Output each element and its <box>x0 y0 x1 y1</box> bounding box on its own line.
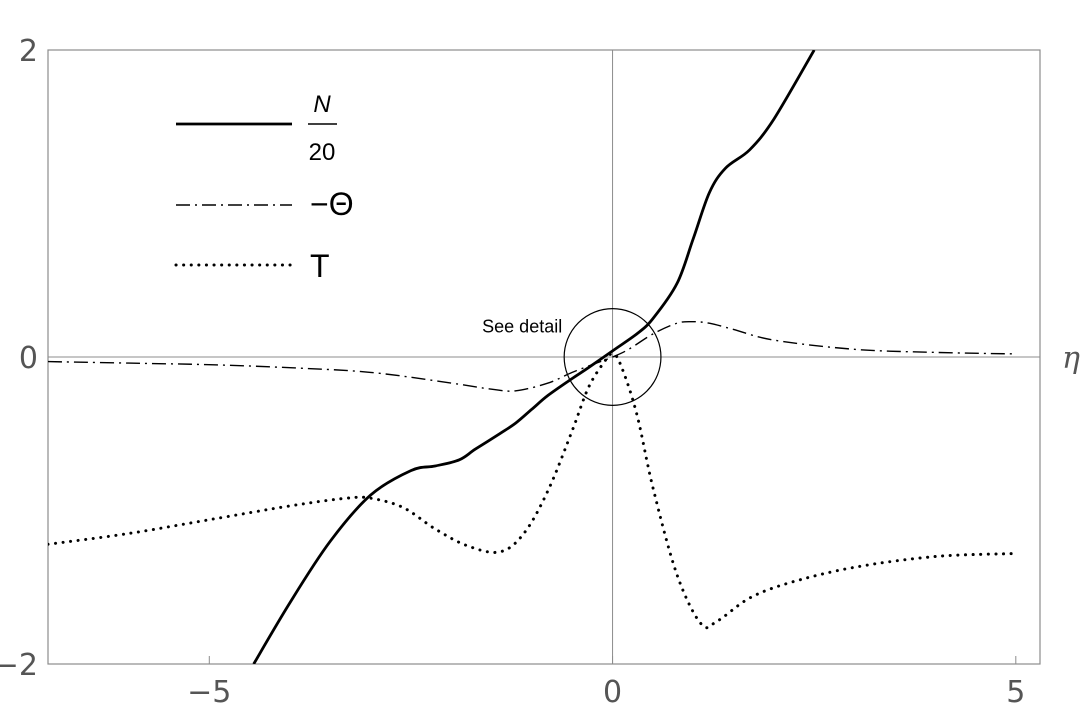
x-tick-label: 5 <box>1006 675 1025 710</box>
series-layer <box>48 50 1018 664</box>
series-t-line <box>48 352 1018 630</box>
detail-label: See detail <box>482 317 562 337</box>
x-tick-label: 0 <box>603 675 622 710</box>
legend-label-n20-denominator: 20 <box>309 139 336 166</box>
legend-label-theta: −Θ <box>310 186 354 222</box>
detail-circle <box>563 308 662 406</box>
x-tick-label: −5 <box>187 675 231 710</box>
legend-label-n20-numerator: N <box>313 91 331 118</box>
legend-label-t: T <box>310 248 330 284</box>
y-tick-label: −2 <box>0 648 38 683</box>
tick-labels: −5 0 5 −2 0 2 <box>0 34 1025 710</box>
legend: N 20 −Θ T <box>174 91 354 284</box>
y-tick-label: 2 <box>19 34 38 69</box>
y-tick-label: 0 <box>19 341 38 376</box>
x-axis-label: η <box>1062 341 1080 376</box>
series-n-over-20-line <box>252 50 816 664</box>
ticks <box>48 49 1017 665</box>
series-neg-theta-line <box>48 320 1016 392</box>
